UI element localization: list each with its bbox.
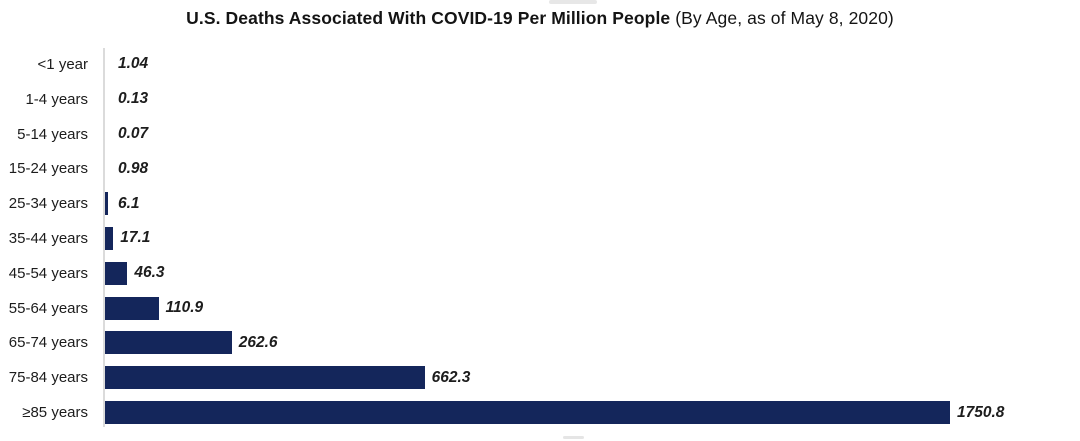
bar-row: <1 year 1.04 bbox=[0, 47, 1080, 82]
value-label: 0.98 bbox=[118, 159, 149, 177]
bar-track: 6.1 bbox=[103, 192, 1080, 216]
bar-row: 15-24 years 0.98 bbox=[0, 151, 1080, 186]
bar-track: 46.3 bbox=[103, 261, 1080, 285]
age-group-label: 1-4 years bbox=[25, 90, 88, 108]
age-group-label: 25-34 years bbox=[8, 195, 88, 213]
bar-row: 75-84 years 662.3 bbox=[0, 360, 1080, 395]
bar-track: 0.13 bbox=[103, 88, 1080, 111]
bar-chart: <1 year 1.04 1-4 years 0.13 5-14 years 0… bbox=[0, 47, 1080, 430]
age-group-label: 55-64 years bbox=[8, 299, 88, 317]
value-label: 6.1 bbox=[118, 194, 140, 212]
bar bbox=[105, 331, 232, 355]
bar-rows: <1 year 1.04 1-4 years 0.13 5-14 years 0… bbox=[0, 47, 1080, 430]
age-group-label: 5-14 years bbox=[17, 125, 88, 143]
bar-track: 1.04 bbox=[103, 53, 1080, 76]
y-axis-line bbox=[103, 48, 105, 427]
value-label: 1.04 bbox=[118, 55, 149, 73]
age-group-label: 45-54 years bbox=[8, 264, 88, 282]
cropped-ui-artifact-bottom bbox=[563, 436, 584, 439]
bar-track: 1750.8 bbox=[103, 401, 1080, 425]
age-group-label: 65-74 years bbox=[8, 334, 88, 352]
bar-row: 5-14 years 0.07 bbox=[0, 117, 1080, 152]
bar-row: 35-44 years 17.1 bbox=[0, 221, 1080, 256]
value-label: 0.13 bbox=[118, 90, 149, 108]
bar bbox=[105, 366, 425, 390]
bar bbox=[105, 226, 114, 250]
bar-track: 0.98 bbox=[103, 157, 1080, 180]
bar bbox=[105, 296, 159, 320]
bar-row: 55-64 years 110.9 bbox=[0, 291, 1080, 326]
bar-track: 0.07 bbox=[103, 123, 1080, 146]
chart-title: U.S. Deaths Associated With COVID-19 Per… bbox=[0, 7, 1080, 29]
bar-track: 262.6 bbox=[103, 331, 1080, 355]
age-group-label: 15-24 years bbox=[8, 160, 88, 178]
age-group-label: <1 year bbox=[37, 55, 88, 73]
bar-row: 45-54 years 46.3 bbox=[0, 256, 1080, 291]
chart-title-subtitle: (By Age, as of May 8, 2020) bbox=[670, 8, 894, 28]
bar bbox=[105, 192, 108, 216]
cropped-ui-artifact-top bbox=[549, 0, 597, 4]
bar-row: ≥85 years 1750.8 bbox=[0, 395, 1080, 430]
value-label: 17.1 bbox=[120, 229, 151, 247]
age-group-label: 35-44 years bbox=[8, 229, 88, 247]
value-label: 46.3 bbox=[134, 264, 165, 282]
bar bbox=[105, 261, 128, 285]
chart-title-main: U.S. Deaths Associated With COVID-19 Per… bbox=[186, 8, 671, 28]
bar-track: 110.9 bbox=[103, 296, 1080, 320]
value-label: 110.9 bbox=[165, 299, 204, 317]
bar bbox=[105, 401, 950, 425]
value-label: 662.3 bbox=[431, 368, 471, 386]
bar-row: 65-74 years 262.6 bbox=[0, 326, 1080, 361]
bar-track: 17.1 bbox=[103, 226, 1080, 250]
value-label: 1750.8 bbox=[957, 403, 1005, 421]
age-group-label: 75-84 years bbox=[8, 369, 88, 387]
value-label: 262.6 bbox=[238, 333, 278, 351]
value-label: 0.07 bbox=[118, 125, 149, 143]
age-group-label: ≥85 years bbox=[22, 404, 88, 422]
bar-track: 662.3 bbox=[103, 366, 1080, 390]
bar-row: 1-4 years 0.13 bbox=[0, 82, 1080, 117]
bar-row: 25-34 years 6.1 bbox=[0, 186, 1080, 221]
